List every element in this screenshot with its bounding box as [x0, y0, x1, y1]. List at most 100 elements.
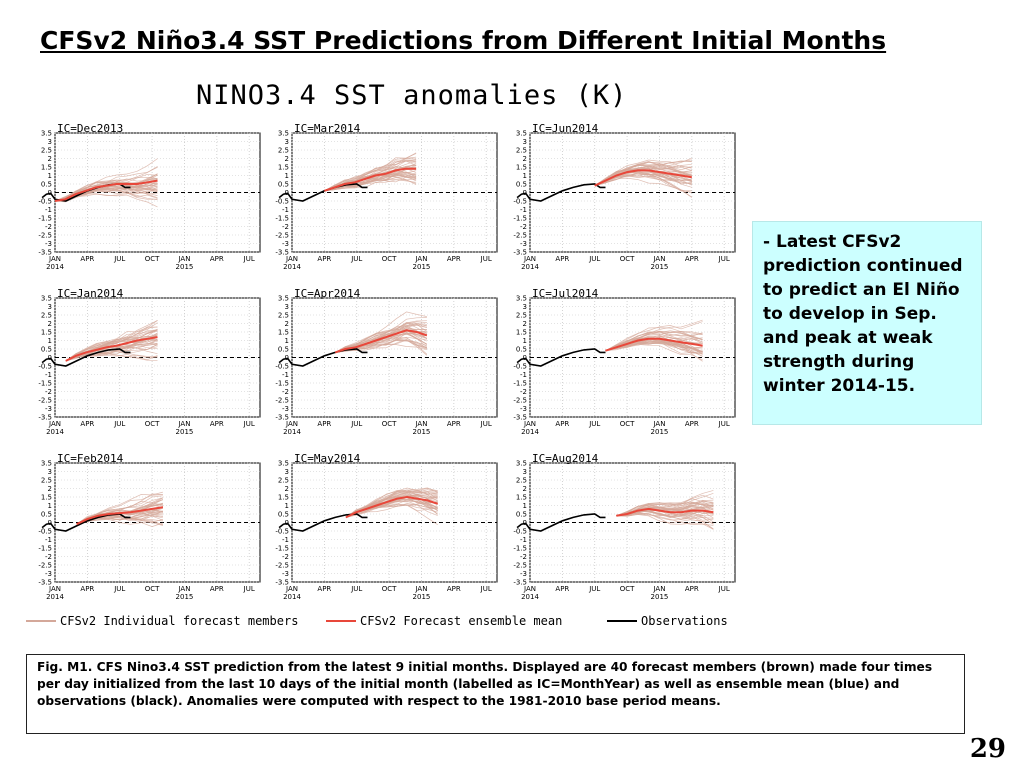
- y-tick-label: 1.5: [41, 329, 52, 337]
- slide-title: CFSv2 Niño3.4 SST Predictions from Diffe…: [40, 26, 887, 55]
- y-tick-label: -2.5: [275, 232, 289, 240]
- x-tick-label: APR: [210, 585, 224, 593]
- x-tick-label: JUL: [350, 255, 362, 263]
- ic-label: IC=Feb2014: [57, 452, 124, 465]
- y-tick-label: -3.5: [38, 579, 52, 587]
- y-tick-label: 2: [48, 320, 52, 328]
- y-tick-label: 1.5: [516, 164, 527, 172]
- y-tick-label: 2: [523, 155, 527, 163]
- forecast-member-line: [65, 322, 158, 362]
- x-tick-label: JAN: [48, 420, 61, 428]
- ensemble-mean-line: [616, 507, 714, 517]
- x-tick-label: JUL: [718, 585, 730, 593]
- y-tick-label: 3: [48, 303, 52, 311]
- legend-label: CFSv2 Individual forecast members: [60, 614, 298, 628]
- y-tick-label: -0.5: [275, 528, 289, 536]
- panel-jun2014: 3.532.521.510.50-0.5-1-1.5-2-2.5-3-3.5JA…: [513, 122, 736, 271]
- y-tick-label: 1.5: [278, 494, 289, 502]
- y-tick-label: 3.5: [41, 295, 52, 303]
- y-tick-label: 1.5: [41, 164, 52, 172]
- ic-label: IC=Aug2014: [532, 452, 599, 465]
- y-tick-label: -2: [520, 553, 527, 561]
- forecast-member-line: [54, 173, 158, 202]
- y-tick-label: 0.5: [41, 181, 52, 189]
- ensemble-mean-line: [605, 337, 703, 352]
- x-tick-label: JAN: [177, 255, 190, 263]
- x-tick-label: APR: [80, 420, 94, 428]
- y-tick-label: 2: [285, 485, 289, 493]
- y-tick-label: -0.5: [38, 528, 52, 536]
- observations-line: [516, 513, 606, 532]
- figure-heading: NINO3.4 SST anomalies (K): [196, 80, 628, 111]
- forecast-member-line: [594, 160, 692, 187]
- x-tick-label: OCT: [145, 420, 160, 428]
- y-tick-label: -1.5: [275, 215, 289, 223]
- panel-mar2014: 3.532.521.510.50-0.5-1-1.5-2-2.5-3-3.5JA…: [275, 122, 498, 271]
- y-tick-label: -2: [45, 223, 52, 231]
- y-tick-label: -2.5: [513, 562, 527, 570]
- y-tick-label: -3: [520, 405, 527, 413]
- x-tick-label: APR: [685, 585, 699, 593]
- y-tick-label: -1: [45, 536, 52, 544]
- page-number: 29: [969, 734, 1006, 764]
- y-tick-label: -2.5: [513, 397, 527, 405]
- x-tick-label: JAN: [652, 585, 665, 593]
- panel-jan2014: 3.532.521.510.50-0.5-1-1.5-2-2.5-3-3.5JA…: [38, 287, 261, 436]
- y-tick-label: 3.5: [278, 295, 289, 303]
- x-tick-year: 2015: [176, 263, 194, 271]
- y-tick-label: 3.5: [278, 130, 289, 138]
- y-tick-label: -3.5: [513, 414, 527, 422]
- y-tick-label: 3: [523, 138, 527, 146]
- y-tick-label: 3: [523, 303, 527, 311]
- y-tick-label: 2.5: [278, 312, 289, 320]
- x-tick-label: APR: [317, 585, 331, 593]
- forecast-member-line: [594, 171, 692, 188]
- x-tick-year: 2015: [413, 263, 431, 271]
- y-tick-label: 2: [285, 155, 289, 163]
- y-tick-label: -2: [520, 223, 527, 231]
- y-tick-label: 3.5: [516, 130, 527, 138]
- x-tick-label: JAN: [414, 255, 427, 263]
- ensemble-mean-line: [345, 495, 439, 519]
- x-tick-label: JUL: [243, 420, 255, 428]
- y-tick-label: 3.5: [516, 460, 527, 468]
- y-tick-label: 2: [285, 320, 289, 328]
- y-tick-label: 2: [523, 485, 527, 493]
- legend-label: Observations: [641, 614, 728, 628]
- ic-label: IC=Jul2014: [532, 287, 599, 300]
- y-tick-label: -0.5: [38, 363, 52, 371]
- y-tick-label: 3.5: [278, 460, 289, 468]
- x-tick-label: JAN: [523, 585, 536, 593]
- x-tick-year: 2015: [651, 428, 669, 436]
- ensemble-mean-line: [334, 329, 428, 354]
- panel-dec2013: 3.532.521.510.50-0.5-1-1.5-2-2.5-3-3.5JA…: [38, 122, 261, 271]
- x-tick-label: JAN: [523, 255, 536, 263]
- y-tick-label: -2.5: [38, 232, 52, 240]
- y-tick-label: -3: [45, 405, 52, 413]
- y-tick-label: -1: [282, 536, 289, 544]
- x-tick-year: 2015: [413, 593, 431, 601]
- x-tick-label: JUL: [718, 420, 730, 428]
- y-tick-label: -2: [520, 388, 527, 396]
- ensemble-mean-line: [76, 506, 164, 526]
- y-tick-label: -1.5: [513, 215, 527, 223]
- panel-may2014: 3.532.521.510.50-0.5-1-1.5-2-2.5-3-3.5JA…: [275, 452, 498, 601]
- x-tick-label: JAN: [652, 420, 665, 428]
- y-tick-label: -2.5: [275, 562, 289, 570]
- x-tick-year: 2014: [521, 593, 539, 601]
- x-tick-label: JUL: [350, 420, 362, 428]
- y-tick-label: 1.5: [516, 329, 527, 337]
- y-tick-label: 2: [48, 485, 52, 493]
- x-tick-label: OCT: [145, 255, 160, 263]
- x-tick-label: JUL: [480, 420, 492, 428]
- y-tick-label: -2: [45, 388, 52, 396]
- y-tick-label: -2.5: [513, 232, 527, 240]
- y-tick-label: 1.5: [278, 164, 289, 172]
- forecast-member-line: [345, 489, 438, 518]
- y-tick-label: -3: [282, 240, 289, 248]
- forecast-member-line: [324, 176, 417, 192]
- y-tick-label: 1: [285, 337, 289, 345]
- x-tick-label: JAN: [414, 420, 427, 428]
- ic-label: IC=May2014: [294, 452, 361, 465]
